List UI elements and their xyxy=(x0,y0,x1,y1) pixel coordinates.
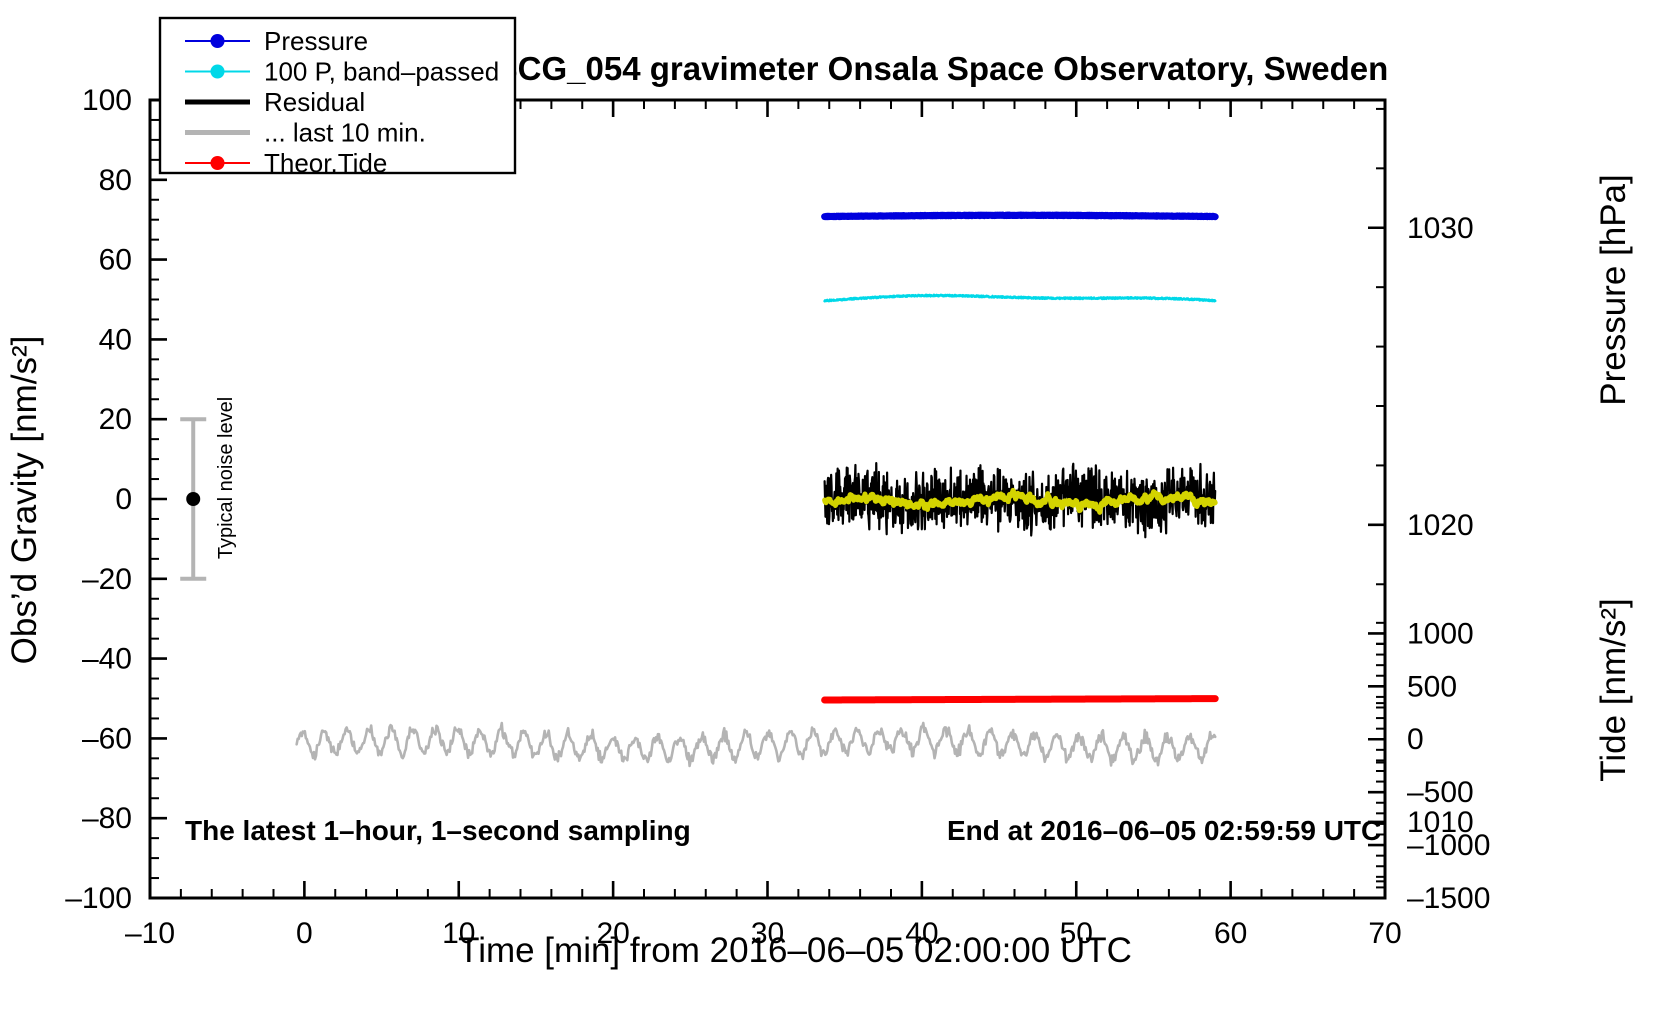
x-tick-label: –10 xyxy=(125,917,175,950)
y-tick-label-left: 60 xyxy=(99,244,132,277)
y-tick-label-left: –40 xyxy=(82,643,132,676)
y-tick-label-left: 20 xyxy=(99,403,132,436)
data-series-group xyxy=(295,211,1219,768)
y-tick-label-left: 100 xyxy=(82,84,132,117)
typical-noise-level-errorbar xyxy=(180,417,207,581)
legend-marker-icon xyxy=(210,64,225,79)
legend-marker-icon xyxy=(210,34,225,48)
y-tick-label-left: –20 xyxy=(82,563,132,596)
y-tick-label-tide: –1500 xyxy=(1407,882,1490,915)
series-residual-smoothed xyxy=(822,487,1218,515)
x-tick-label: 70 xyxy=(1368,917,1401,950)
x-axis-title: Time [min] from 2016–06–05 02:00:00 UTC xyxy=(458,931,1132,970)
x-tick-label: 0 xyxy=(296,917,313,950)
y-tick-label-left: –60 xyxy=(82,722,132,755)
series-100-p-band-passed xyxy=(823,293,1217,303)
y-tick-label-tide: 0 xyxy=(1407,723,1424,756)
y-tick-label-left: –100 xyxy=(65,882,132,915)
y-axis-pressure-ticks: 9809901000101010201030 xyxy=(1368,107,1474,883)
y-axis-tide-title: Tide [nm/s²] xyxy=(1594,598,1633,781)
series-last-10-min xyxy=(295,721,1217,768)
legend-label[interactable]: Theor.Tide xyxy=(264,148,387,178)
y-tick-label-tide: 500 xyxy=(1407,670,1457,703)
y-axis-left-ticks: –100 –80 –60 –40 –20 0 20 40 60 80 100 xyxy=(65,84,167,915)
y-tick-label-left: 0 xyxy=(115,483,132,516)
legend-label[interactable]: 100 P, band–passed xyxy=(264,57,499,87)
x-tick-label: 30 xyxy=(751,917,784,950)
series-theor-tide xyxy=(821,695,1219,704)
legend-marker-icon xyxy=(210,156,225,170)
y-tick-label-left: –80 xyxy=(82,802,132,835)
series-pressure xyxy=(821,211,1219,221)
y-tick-label-tide: 1000 xyxy=(1407,617,1474,650)
y-tick-label-left: 40 xyxy=(99,323,132,356)
x-tick-label: 40 xyxy=(905,917,938,950)
noise-level-label: Typical noise level xyxy=(215,397,237,559)
x-tick-label: 60 xyxy=(1214,917,1247,950)
x-tick-label: 50 xyxy=(1060,917,1093,950)
y-tick-label-left: 80 xyxy=(99,164,132,197)
y-tick-label-pressure: 1010 xyxy=(1407,806,1474,839)
legend-label[interactable]: Pressure xyxy=(264,26,368,56)
y-tick-label-tide: –1000 xyxy=(1407,829,1490,862)
y-axis-left-title: Obs’d Gravity [nm/s²] xyxy=(5,336,44,665)
y-tick-label-pressure: 1030 xyxy=(1407,212,1474,245)
x-tick-label: 20 xyxy=(596,917,629,950)
page-title: SCG_054 gravimeter Onsala Space Observat… xyxy=(496,50,1389,87)
errorbar-center-marker xyxy=(186,492,201,506)
end-time-note: End at 2016–06–05 02:59:59 UTC xyxy=(947,815,1381,846)
y-tick-label-pressure: 1020 xyxy=(1407,509,1474,542)
y-axis-tide-ticks: –1500 –1000 –500 0 500 1000 xyxy=(1368,617,1490,915)
legend-label[interactable]: ... last 10 min. xyxy=(264,118,426,148)
y-tick-label-tide: –500 xyxy=(1407,776,1474,809)
y-axis-pressure-title: Pressure [hPa] xyxy=(1594,174,1633,406)
sampling-note: The latest 1–hour, 1–second sampling xyxy=(185,815,691,846)
x-tick-label: 10 xyxy=(442,917,475,950)
legend-label[interactable]: Residual xyxy=(264,87,365,117)
